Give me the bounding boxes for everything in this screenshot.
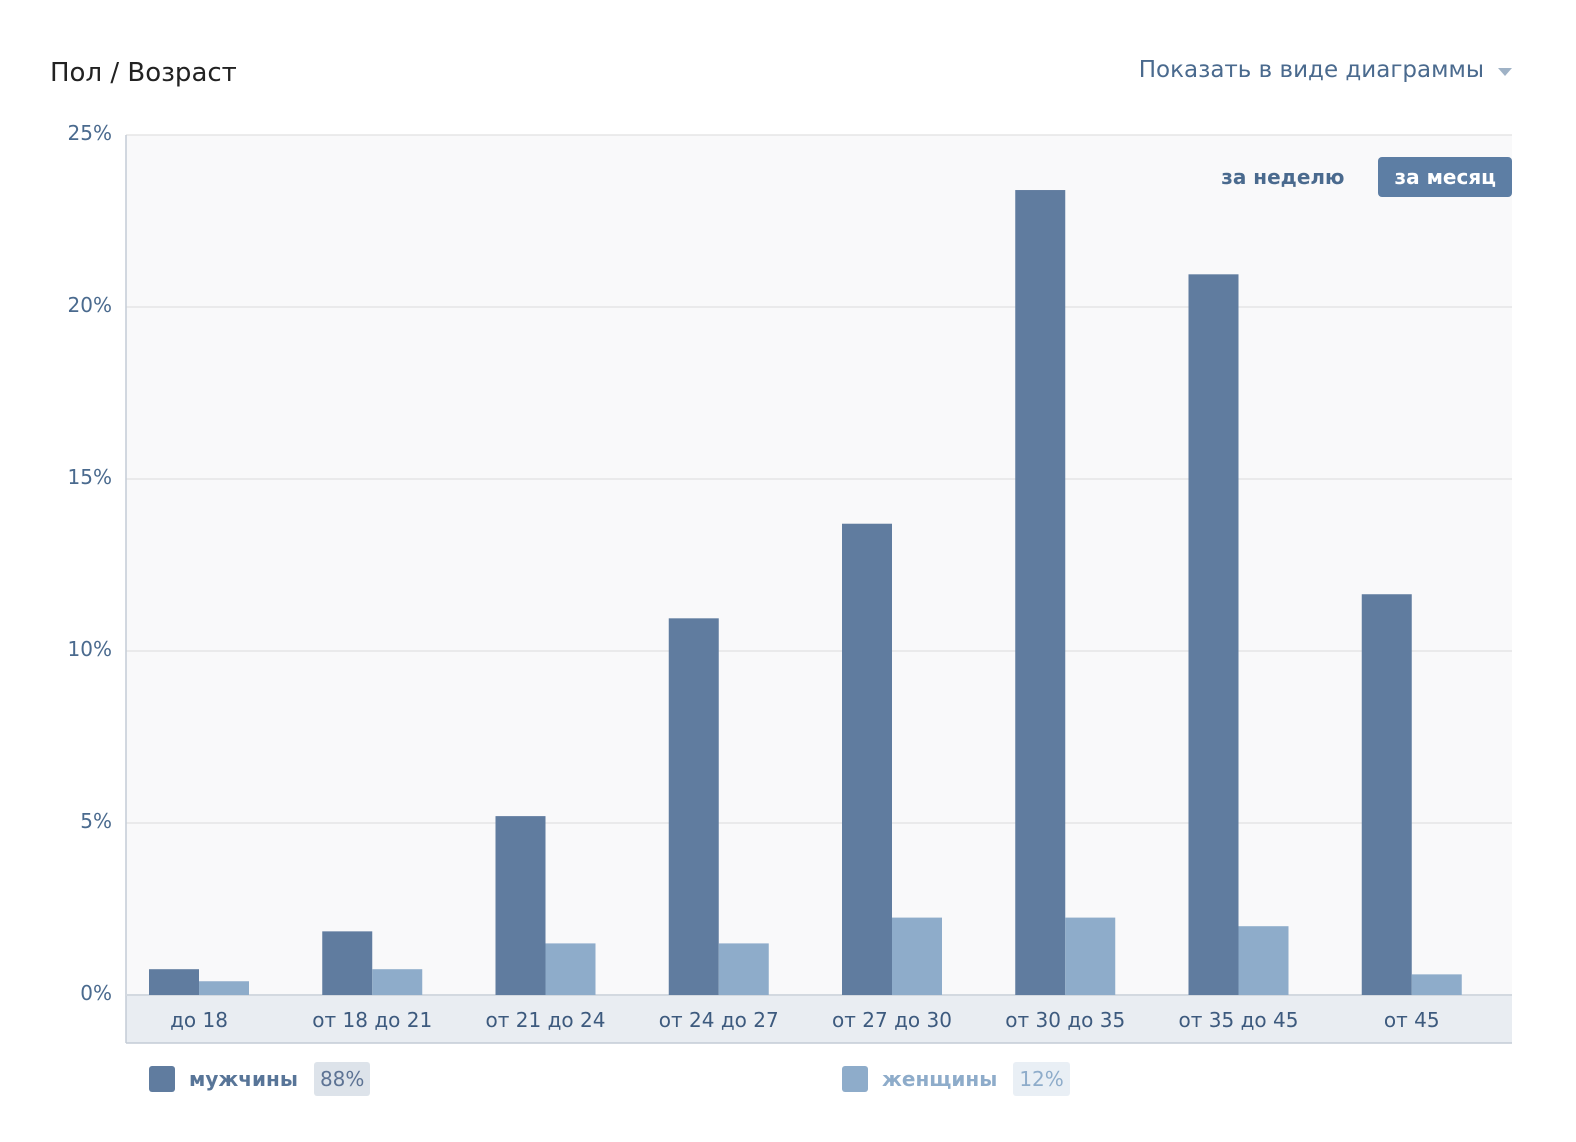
bar-men bbox=[842, 523, 892, 995]
bar-women bbox=[372, 969, 423, 995]
x-tick-label: от 21 до 24 bbox=[485, 1008, 606, 1032]
legend-percent-women: 12% bbox=[1013, 1062, 1070, 1096]
bar-men bbox=[1015, 190, 1066, 996]
x-tick-label: до 18 bbox=[170, 1008, 228, 1032]
view-toggle-dropdown[interactable]: Показать в виде диаграммы bbox=[1139, 57, 1512, 83]
period-switch: за неделю за месяц bbox=[1205, 157, 1512, 197]
bar-women bbox=[1065, 917, 1116, 995]
bar-men bbox=[322, 931, 373, 995]
legend-swatch-men bbox=[149, 1066, 175, 1092]
legend-percent-men: 88% bbox=[313, 1062, 371, 1096]
period-week-button[interactable]: за неделю bbox=[1221, 165, 1345, 189]
bar-women bbox=[1411, 974, 1462, 995]
legend-item-men[interactable]: мужчины 88% bbox=[149, 1062, 371, 1096]
bar-women bbox=[545, 943, 596, 995]
x-tick-label: от 35 до 45 bbox=[1178, 1008, 1299, 1032]
bar-women bbox=[199, 981, 249, 995]
chart-title: Пол / Возраст bbox=[50, 58, 237, 88]
x-tick-label: от 45 bbox=[1383, 1008, 1440, 1032]
x-tick-label: от 24 до 27 bbox=[658, 1008, 779, 1032]
view-toggle-label: Показать в виде диаграммы bbox=[1138, 57, 1484, 83]
y-tick-label: 20% bbox=[67, 293, 112, 317]
bar-men bbox=[1361, 594, 1412, 995]
legend-swatch-women bbox=[842, 1066, 868, 1092]
legend-label-women: женщины bbox=[882, 1067, 998, 1091]
bar-men bbox=[1188, 274, 1239, 995]
bar-men bbox=[495, 816, 546, 995]
y-tick-label: 15% bbox=[67, 465, 112, 489]
x-axis-band bbox=[126, 995, 1512, 1043]
bar-men bbox=[668, 618, 719, 995]
x-tick-label: от 18 до 21 bbox=[312, 1008, 433, 1032]
y-tick-label: 10% bbox=[67, 637, 112, 661]
x-tick-label: от 27 до 30 bbox=[832, 1008, 952, 1032]
bar-men bbox=[149, 969, 199, 995]
y-tick-label: 0% bbox=[80, 981, 112, 1005]
bar-women bbox=[718, 943, 769, 995]
x-tick-label: от 30 до 35 bbox=[1005, 1008, 1126, 1032]
legend-label-men: мужчины bbox=[189, 1067, 298, 1091]
plot-background bbox=[126, 135, 1512, 995]
chevron-down-icon bbox=[1498, 68, 1512, 76]
y-tick-label: 25% bbox=[67, 121, 112, 145]
legend-item-women[interactable]: женщины 12% bbox=[842, 1062, 1070, 1096]
bar-women bbox=[892, 917, 942, 995]
y-tick-label: 5% bbox=[80, 809, 112, 833]
period-month-button[interactable]: за месяц bbox=[1378, 157, 1512, 197]
bar-women bbox=[1238, 926, 1289, 995]
